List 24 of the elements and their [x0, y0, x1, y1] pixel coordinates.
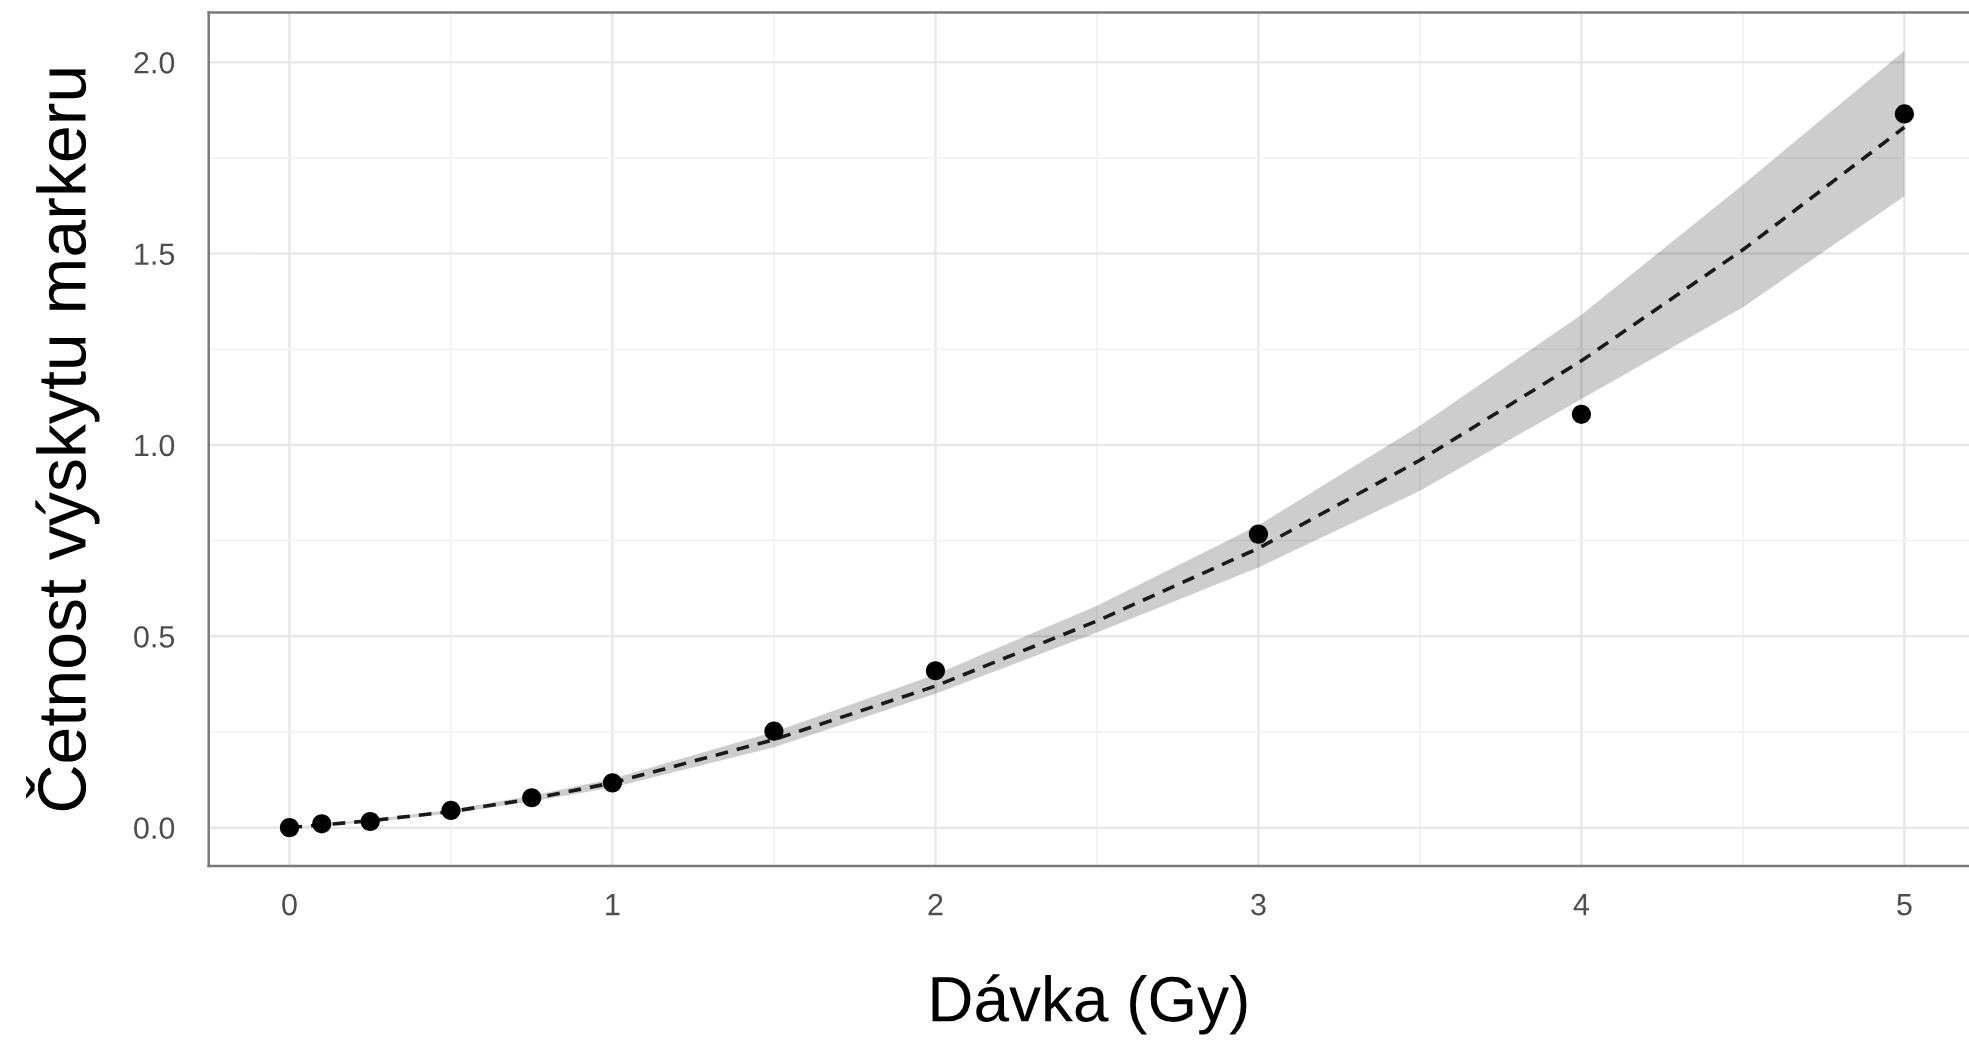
x-tick-label: 4 [1573, 894, 1590, 916]
y-tick-label: 0.0 [134, 817, 175, 840]
point [602, 773, 623, 793]
point [279, 818, 300, 838]
point [441, 800, 461, 820]
x-tick-label: 2 [928, 893, 943, 916]
point [360, 811, 380, 832]
y-tick-label: 1.5 [135, 243, 175, 265]
point [764, 721, 784, 741]
point [925, 661, 946, 681]
x-tick-label: 3 [1251, 893, 1266, 916]
point [1248, 524, 1268, 544]
y-tick-label: 0.5 [134, 626, 175, 648]
y-tick-label: 1.0 [135, 434, 175, 457]
point [312, 814, 332, 834]
point [1571, 404, 1591, 424]
x-tick-label: 1 [606, 894, 620, 916]
point [522, 788, 542, 808]
y-tick-label: 2.0 [134, 51, 175, 74]
x-tick-label: 0 [282, 893, 297, 916]
x-tick-label: 5 [1897, 894, 1912, 916]
x-axis-title: Dávka (Gy) [932, 974, 1247, 1035]
point [1894, 104, 1914, 124]
y-axis-title: Četnost výskytu markeru [25, 69, 100, 811]
